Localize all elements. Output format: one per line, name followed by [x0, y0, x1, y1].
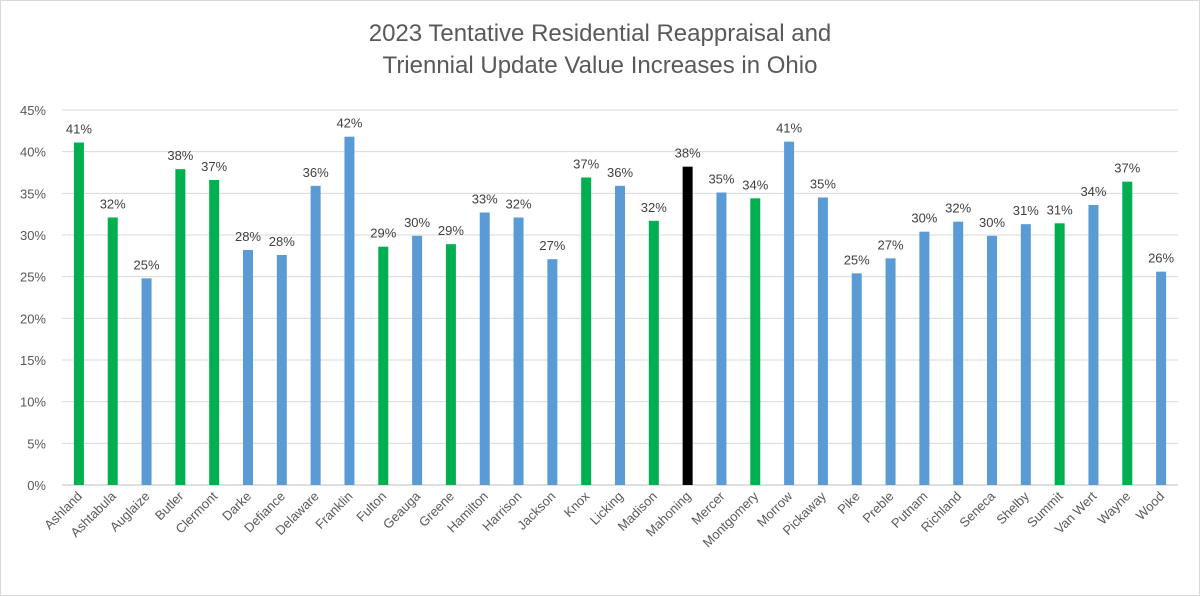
- data-label: 31%: [1047, 202, 1073, 217]
- bar-van-wert: [1088, 205, 1099, 485]
- bar-fulton: [378, 246, 389, 485]
- data-label: 33%: [472, 192, 498, 207]
- y-tick-label: 25%: [20, 270, 46, 285]
- data-label: 36%: [303, 165, 329, 180]
- bar-shelby: [1020, 224, 1031, 485]
- data-label: 32%: [641, 200, 667, 215]
- y-tick-label: 30%: [20, 228, 46, 243]
- data-label: 29%: [370, 226, 396, 241]
- data-label: 27%: [878, 237, 904, 252]
- x-tick-label: Franklin: [312, 489, 355, 532]
- bar-auglaize: [141, 278, 152, 485]
- data-label: 30%: [404, 215, 430, 230]
- bar-jackson: [547, 259, 558, 485]
- data-label: 37%: [573, 157, 599, 172]
- bar-montgomery: [750, 198, 761, 486]
- bar-preble: [885, 258, 896, 485]
- y-tick-label: 10%: [20, 395, 46, 410]
- bar-clermont: [209, 180, 220, 485]
- data-label: 38%: [167, 148, 193, 163]
- data-label: 30%: [911, 211, 937, 226]
- data-label: 32%: [945, 201, 971, 216]
- data-label: 37%: [1114, 161, 1140, 176]
- data-label: 32%: [506, 197, 532, 212]
- bar-wayne: [1122, 181, 1133, 485]
- y-axis-ticks: 0% 5% 10% 15% 20% 25% 30% 35% 40% 45%: [20, 103, 46, 493]
- y-tick-label: 20%: [20, 311, 46, 326]
- data-label: 28%: [235, 229, 261, 244]
- y-tick-label: 0%: [27, 478, 46, 493]
- bar-richland: [953, 221, 964, 485]
- x-tick-label: Wayne: [1095, 489, 1134, 528]
- bar-putnam: [919, 231, 930, 485]
- bar-defiance: [276, 255, 287, 485]
- data-label: 28%: [269, 234, 295, 249]
- y-tick-label: 35%: [20, 186, 46, 201]
- bar-morrow: [784, 141, 795, 485]
- bar-harrison: [513, 217, 524, 485]
- bar-ashland: [73, 142, 84, 485]
- bar-butler: [175, 169, 186, 485]
- bar-licking: [615, 185, 625, 486]
- x-tick-label: Pike: [834, 489, 862, 517]
- data-label: 27%: [539, 238, 565, 253]
- data-label: 25%: [134, 257, 160, 272]
- y-tick-label: 40%: [20, 145, 46, 160]
- data-label: 38%: [675, 146, 701, 161]
- bar-delaware: [310, 185, 321, 486]
- data-label: 34%: [1080, 184, 1106, 199]
- data-label: 37%: [201, 159, 227, 174]
- data-label: 41%: [66, 122, 92, 137]
- bars: [73, 136, 1167, 486]
- data-label: 29%: [438, 223, 464, 238]
- data-label: 26%: [1148, 251, 1174, 266]
- bar-summit: [1054, 223, 1065, 486]
- bar-knox: [581, 177, 592, 485]
- bar-darke: [243, 250, 253, 485]
- bar-madison: [648, 220, 659, 486]
- bar-wood: [1156, 271, 1167, 485]
- data-label: 30%: [979, 215, 1005, 230]
- bar-pickaway: [817, 197, 828, 485]
- x-tick-label: Geauga: [380, 488, 424, 532]
- data-label: 36%: [607, 165, 633, 180]
- data-label: 32%: [100, 197, 126, 212]
- data-label: 34%: [742, 177, 768, 192]
- y-tick-label: 5%: [27, 436, 46, 451]
- data-labels: 41% 32% 25% 38% 37% 28% 28% 36% 42% 29% 30% 29% 33% 3…: [66, 116, 1175, 273]
- chart-title: 2023 Tentative Residential Reappraisal a…: [0, 18, 1200, 82]
- data-label: 41%: [776, 121, 802, 136]
- chart-title-line-2: Triennial Update Value Increases in Ohio: [382, 52, 818, 79]
- y-tick-label: 15%: [20, 353, 46, 368]
- bar-mercer: [716, 192, 727, 485]
- data-label: 25%: [844, 252, 870, 267]
- bar-ashtabula: [107, 217, 118, 485]
- bar-mahoning: [682, 166, 693, 485]
- data-label: 42%: [336, 116, 362, 131]
- x-tick-label: Jackson: [514, 489, 558, 533]
- x-tick-label: Wood: [1133, 489, 1167, 523]
- bar-greene: [445, 244, 456, 485]
- data-label: 35%: [708, 172, 734, 187]
- bar-hamilton: [479, 212, 490, 485]
- bar-geauga: [412, 235, 423, 485]
- bar-pike: [851, 273, 862, 485]
- data-label: 31%: [1013, 203, 1039, 218]
- bar-seneca: [987, 235, 997, 485]
- x-tick-label: Seneca: [956, 488, 998, 530]
- y-tick-label: 45%: [20, 103, 46, 118]
- data-label: 35%: [810, 177, 836, 192]
- chart-title-line-1: 2023 Tentative Residential Reappraisal a…: [368, 20, 832, 47]
- bar-franklin: [344, 136, 355, 485]
